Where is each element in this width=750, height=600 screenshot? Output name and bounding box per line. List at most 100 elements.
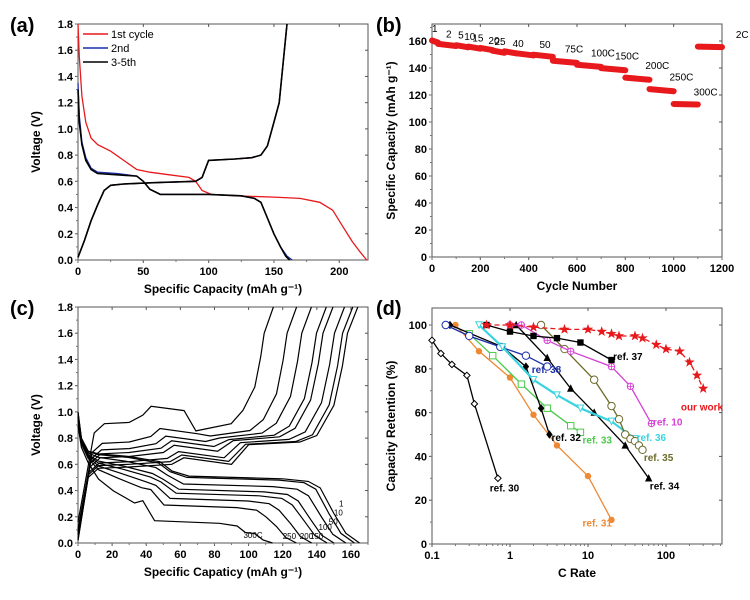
annotation-ref-37: ref. 37	[613, 352, 643, 363]
data-point-marker	[498, 343, 507, 352]
data-point-marker	[576, 404, 585, 413]
y-tick-label: 1.4	[58, 71, 74, 83]
y-tick-label: 0.2	[58, 229, 73, 241]
plot-frame	[431, 307, 723, 545]
data-point-marker	[607, 362, 616, 371]
x-tick-label: 100	[199, 266, 217, 278]
series-curve-2nd	[77, 82, 293, 261]
data-point-marker	[607, 401, 616, 411]
marker-cross	[518, 321, 525, 329]
charge-curve-200	[77, 306, 312, 532]
rate-label-2: 2	[446, 29, 452, 40]
rate-label-50: 50	[329, 518, 338, 527]
data-point-marker	[522, 362, 530, 371]
x-axis-title: C Rate	[558, 566, 596, 580]
data-point-marker	[488, 351, 497, 360]
x-tick-label: 200	[471, 263, 489, 275]
series-ref-32	[446, 320, 553, 439]
rate-label-1: 1	[339, 499, 344, 508]
y-tick-label: 140	[409, 63, 427, 75]
x-tick-label: 800	[616, 263, 634, 275]
y-tick-label: 40	[415, 198, 427, 210]
y-axis-title: Capacity Retention (%)	[384, 361, 398, 492]
series-curve-1st-cycle	[77, 23, 288, 258]
x-tick-label: 0.1	[424, 550, 439, 562]
legend-label: 3-5th	[111, 57, 136, 69]
annotation-ref-33: ref. 33	[582, 435, 612, 446]
y-tick-label: 1.6	[58, 328, 73, 340]
y-tick-label: 1.0	[58, 407, 73, 419]
data-point-marker	[546, 430, 553, 439]
data-point-marker	[436, 349, 445, 358]
data-point-marker	[613, 330, 625, 341]
x-tick-label: 600	[568, 263, 586, 275]
data-point-marker	[566, 347, 575, 355]
y-tick-label: 0	[421, 252, 427, 264]
x-tick-label: 160	[342, 549, 360, 561]
y-axis-title: Specific Capacity (mAh g⁻¹)	[384, 61, 398, 219]
data-point-marker	[521, 351, 531, 360]
data-segment-2	[435, 40, 460, 49]
x-axis-title: Specific Capacity (mAh g⁻¹)	[144, 282, 302, 296]
data-segment-75C	[549, 57, 580, 66]
annotation-our-work: our work	[681, 402, 724, 413]
data-point-marker	[584, 472, 592, 480]
rate-label-20: 20	[488, 36, 500, 47]
rate-label-50: 50	[540, 40, 552, 51]
data-point-marker	[448, 360, 456, 369]
y-tick-label: 0.6	[58, 176, 73, 188]
x-tick-label: 50	[137, 266, 149, 278]
rate-label-200C: 200C	[645, 61, 669, 72]
x-tick-label: 1200	[710, 263, 734, 275]
x-tick-label: 1	[507, 550, 513, 562]
charge-curve-250	[77, 306, 298, 529]
y-tick-label: 1.8	[58, 19, 73, 31]
panel-a-voltage-profile-chart: (a) 0.0 0.2 0.4 0.6 0.8 1.0 1.2 1.4 1.6 1.8 0 50 100 1…	[10, 15, 369, 296]
rate-label-5: 5	[458, 31, 464, 42]
rate-label-300C: 300C	[694, 87, 718, 98]
data-point-marker	[621, 430, 630, 439]
rate-label-75C: 75C	[565, 44, 583, 55]
data-point-marker	[506, 328, 514, 335]
x-tick-label: 1000	[661, 263, 685, 275]
rate-label-150C: 150C	[615, 52, 639, 63]
series-curve-2nd	[77, 23, 288, 258]
series-ref-35	[536, 320, 647, 455]
annotation-ref-32: ref. 32	[551, 433, 581, 444]
legend-label: 1st cycle	[111, 29, 154, 41]
rate-label-40: 40	[513, 39, 525, 50]
data-segment-250C	[646, 86, 677, 95]
y-tick-label: 80	[415, 144, 427, 156]
y-tick-label: 1.8	[58, 302, 73, 314]
x-tick-label: 10	[582, 550, 594, 562]
data-point-marker	[474, 321, 483, 330]
y-tick-label: 0	[421, 539, 427, 551]
data-point-marker	[582, 323, 594, 334]
data-segment-300C	[670, 100, 701, 108]
panel-label-d: (d)	[376, 298, 402, 320]
y-tick-label: 0.4	[58, 486, 74, 498]
data-point-marker	[621, 441, 629, 449]
discharge-curve-300C	[77, 425, 273, 544]
y-tick-label: 0.8	[58, 433, 73, 445]
rate-label-250C: 250C	[670, 73, 694, 84]
rate-label-15: 15	[472, 33, 484, 44]
y-tick-label: 20	[415, 495, 427, 507]
data-point-marker	[629, 330, 641, 341]
x-tick-label: 140	[308, 549, 326, 561]
marker-cross	[648, 420, 655, 427]
y-tick-label: 1.6	[58, 45, 73, 57]
rate-label-100C: 100C	[591, 48, 615, 59]
y-tick-label: 0.2	[58, 512, 73, 524]
data-point-marker	[470, 399, 479, 408]
data-point-marker	[543, 353, 551, 362]
series-our-work	[481, 319, 709, 393]
data-point-marker	[462, 371, 471, 380]
data-point-marker	[614, 414, 624, 424]
panel-label-a: (a)	[10, 15, 34, 37]
data-point-marker	[576, 428, 585, 437]
charge-curve-300C	[77, 306, 274, 523]
y-tick-label: 1.0	[58, 124, 73, 136]
y-tick-label: 1.4	[58, 354, 74, 366]
data-point-marker	[553, 334, 561, 342]
